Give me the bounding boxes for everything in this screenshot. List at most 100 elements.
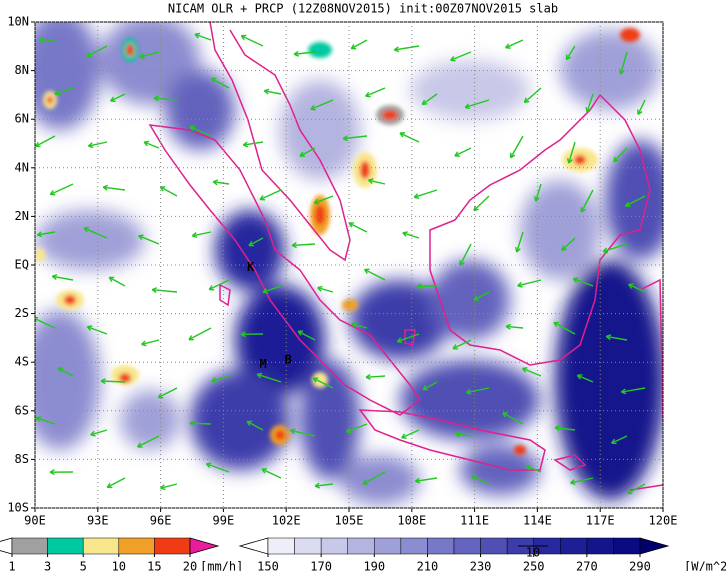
wind-vector (464, 99, 490, 109)
wind-vector (351, 323, 368, 329)
wind-vector-head (310, 104, 316, 111)
wind-vector (573, 278, 594, 287)
lat-tick-label: 4S (15, 355, 29, 369)
wind-vector (192, 231, 212, 237)
colorbar-segment (118, 537, 155, 555)
lat-tick-label: 10N (7, 15, 29, 29)
wind-vector-head (100, 378, 106, 385)
wind-vector (189, 126, 212, 137)
wind-vector (35, 317, 56, 329)
wind-vector (505, 39, 524, 49)
wind-vector-head (240, 331, 246, 338)
colorbar-segment (374, 537, 402, 555)
wind-vector-head (242, 141, 249, 148)
colorbar-label: 290 (629, 560, 651, 571)
axes: 90E 93E 96E 99E 102E 105E 108E 111E 114E 117E 120E… (7, 15, 677, 528)
wind-vector-head (299, 151, 306, 157)
lon-tick-label: 117E (586, 514, 615, 528)
site-label: M (260, 357, 267, 371)
wind-vector-head (291, 242, 297, 249)
wind-vector-head (459, 260, 465, 266)
wind-vector (625, 195, 646, 207)
wind-vector (143, 141, 160, 149)
colorbar-segment (480, 537, 508, 555)
wind-vector-head (153, 95, 159, 102)
wind-vector-head (208, 285, 215, 291)
vector-reference-label: 10 (526, 546, 540, 560)
wind-vector (454, 147, 472, 157)
wind-vector-head (54, 89, 61, 96)
wind-vector-head (248, 241, 254, 247)
wind-vector (586, 93, 594, 113)
wind-vector (555, 426, 576, 431)
colorbar-label: 15 (147, 560, 161, 571)
wind-vector (159, 186, 178, 197)
wind-vector (137, 435, 160, 448)
wind-vector (294, 51, 316, 55)
wind-vector-head (246, 420, 253, 427)
lon-tick-label: 114E (523, 514, 552, 528)
colorbar-segment (427, 537, 455, 555)
colorbar-segment (400, 537, 428, 555)
lat-tick-label: 4N (15, 160, 29, 174)
colorbar-end (639, 537, 670, 555)
wind-vector (87, 326, 108, 335)
wind-vector-head (450, 55, 456, 62)
wind-vector-head (212, 179, 219, 186)
wind-vector-head (363, 268, 370, 274)
wind-vector (525, 465, 542, 473)
wind-vector (243, 141, 264, 146)
wind-vector-head (261, 468, 268, 474)
wind-vector (362, 471, 386, 485)
wind-vector (516, 231, 524, 253)
wind-vector (602, 243, 628, 253)
colorbar-segment (320, 537, 348, 555)
colorbar-label: 10 (112, 560, 126, 571)
wind-vector (517, 279, 542, 287)
wind-vector (262, 285, 282, 293)
wind-vector (364, 268, 386, 281)
wind-vector (54, 87, 74, 95)
wind-vector (264, 90, 282, 95)
colorbar-segment (267, 537, 295, 555)
wind-vector-head (413, 193, 420, 199)
wind-vector (471, 475, 490, 485)
wind-vector-head (466, 388, 472, 395)
wind-vector-head (49, 469, 55, 476)
wind-vector-head (611, 438, 617, 445)
wind-vector (621, 387, 646, 393)
colorbar-segment (613, 537, 641, 555)
wind-vector (188, 327, 212, 341)
wind-vector-head (515, 247, 521, 253)
wind-vector-head (35, 316, 39, 323)
wind-vector-head (138, 234, 144, 241)
wind-vector-head (151, 287, 157, 294)
wind-vector (103, 186, 126, 191)
wind-vector (535, 183, 542, 202)
colorbar-segment (560, 537, 588, 555)
colorbar-segment (294, 537, 322, 555)
wind-vectors (35, 32, 646, 495)
wind-vector-head (464, 103, 471, 110)
wind-vector (620, 51, 628, 75)
wind-vector-head (290, 428, 296, 435)
wind-vector (606, 335, 628, 341)
wind-vector-head (422, 385, 428, 391)
wind-vector (106, 477, 126, 488)
wind-vector (473, 195, 490, 212)
wind-vector (310, 99, 334, 110)
wind-vector (315, 483, 334, 487)
wind-vector-head (416, 283, 422, 290)
wind-vector (628, 283, 646, 293)
colorbars: 1 3 5 10 15 20 [mm/h] 150 170 190 210 230 250 270 290 [… (0, 537, 726, 571)
wind-vector-head (505, 43, 511, 49)
wind-vector-head (628, 283, 634, 289)
wind-vector-head (57, 367, 64, 373)
wind-vector (57, 367, 74, 377)
wind-vector (401, 429, 420, 439)
wind-vector-head (312, 377, 319, 383)
wind-vector (292, 243, 316, 247)
wind-vector (261, 468, 282, 479)
lat-tick-label: 8N (15, 63, 29, 77)
